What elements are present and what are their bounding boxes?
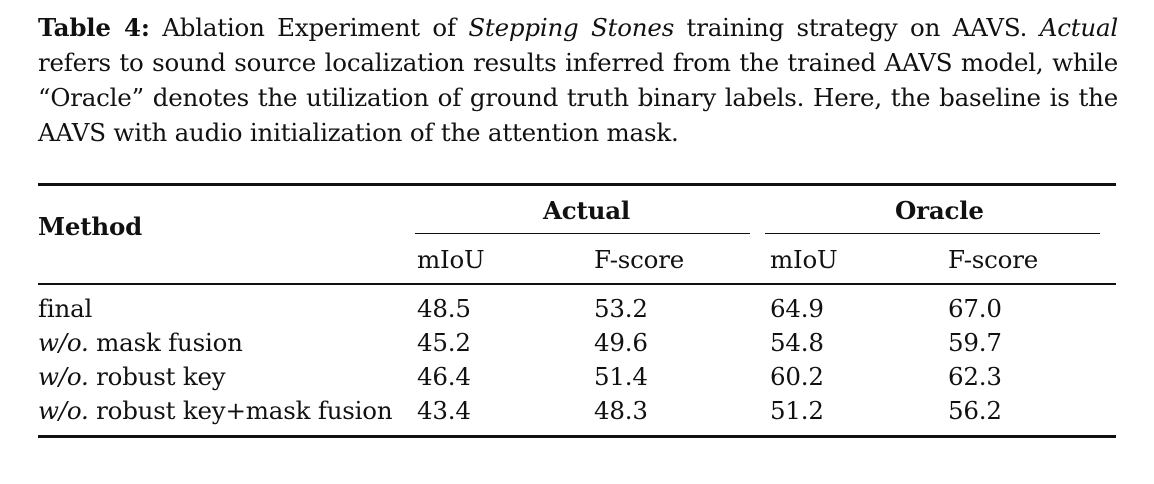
table-cell: 45.2 — [417, 328, 471, 357]
table-cell: 43.4 — [417, 396, 471, 425]
caption-italic-actual: Actual — [1039, 13, 1118, 42]
caption-line-2: refers to sound source localization resu… — [38, 48, 1118, 77]
method-header: Method — [38, 212, 143, 241]
table-cell: 46.4 — [417, 362, 471, 391]
col-header-oracle-miou: mIoU — [770, 245, 838, 274]
caption-italic-stepping-stones: Stepping Stones — [468, 13, 675, 42]
table-cell: 53.2 — [594, 294, 648, 323]
table-cell: 62.3 — [948, 362, 1002, 391]
table-cell: 48.5 — [417, 294, 471, 323]
row-method-prefix: w/o. — [38, 328, 89, 357]
table-cell: 49.6 — [594, 328, 648, 357]
actual-group-rule — [415, 233, 750, 235]
col-header-oracle-fscore: F-score — [948, 245, 1039, 274]
table-cell: 64.9 — [770, 294, 824, 323]
table-caption: Table 4: Ablation Experiment of Stepping… — [38, 10, 1118, 150]
table-cell: 56.2 — [948, 396, 1002, 425]
table-bottom-rule — [38, 435, 1116, 438]
table-cell: 51.2 — [770, 396, 824, 425]
table-cell: 48.3 — [594, 396, 648, 425]
row-method-prefix: w/o. — [38, 362, 89, 391]
row-method-wo-robust-key-mask-fusion: w/o. robust key+mask fusion — [38, 396, 393, 426]
caption-line-1: Table 4: Ablation Experiment of Stepping… — [38, 10, 1118, 45]
row-method-label: mask fusion — [88, 328, 243, 357]
caption-line-4: AAVS with audio initialization of the at… — [38, 118, 679, 147]
col-header-actual-fscore: F-score — [594, 245, 685, 274]
col-header-actual-miou: mIoU — [417, 245, 485, 274]
caption-text-2: training strategy on AAVS. — [674, 13, 1040, 42]
table-cell: 54.8 — [770, 328, 824, 357]
caption-line-3: “Oracle” denotes the utilization of grou… — [38, 83, 1118, 112]
row-method-label: robust key — [88, 362, 226, 391]
table-cell: 60.2 — [770, 362, 824, 391]
caption-text-1: Ablation Experiment of — [149, 13, 469, 42]
group-header-actual: Actual — [543, 196, 631, 225]
group-header-oracle: Oracle — [895, 196, 984, 225]
row-method-wo-mask-fusion: w/o. mask fusion — [38, 328, 243, 358]
row-method-prefix: w/o. — [38, 396, 89, 425]
oracle-group-rule — [765, 233, 1100, 235]
table-cell: 59.7 — [948, 328, 1002, 357]
table-cell: 51.4 — [594, 362, 648, 391]
row-method-label: final — [38, 294, 93, 323]
table-top-rule — [38, 183, 1116, 186]
header-mid-rule — [38, 283, 1116, 285]
caption-label: Table 4: — [38, 13, 150, 42]
row-method-label: robust key+mask fusion — [88, 396, 393, 425]
table-cell: 67.0 — [948, 294, 1002, 323]
row-method-final: final — [38, 294, 92, 324]
row-method-wo-robust-key: w/o. robust key — [38, 362, 226, 392]
